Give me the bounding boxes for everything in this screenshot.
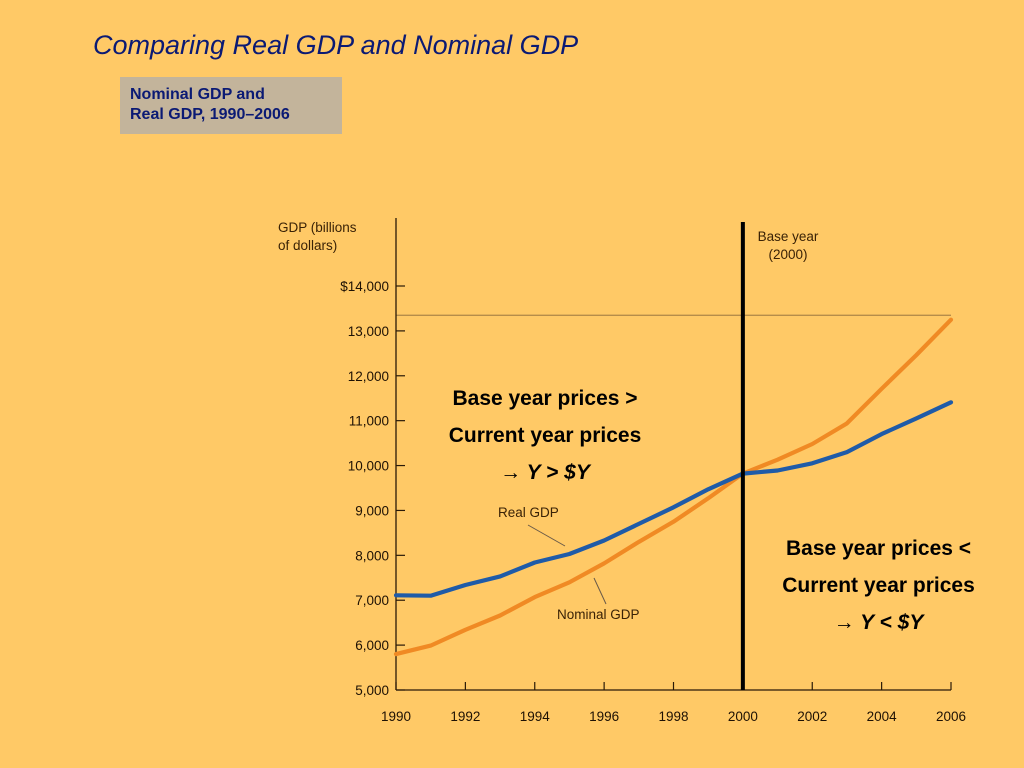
x-tick-label: 1992: [450, 709, 480, 724]
nominal-gdp-label: Nominal GDP: [557, 607, 640, 622]
y-axis-title-line-1: GDP (billions: [278, 220, 357, 235]
nominal-gdp-leader-line: [593, 577, 607, 605]
annotation-right-line-2: Current year prices: [782, 574, 975, 597]
base-year-label-line-1: Base year: [758, 229, 819, 244]
y-tick-label: 12,000: [348, 369, 389, 384]
x-tick-label: 2002: [797, 709, 827, 724]
annotation-right-line-1: Base year prices <: [785, 537, 972, 560]
nominal-gdp-line: [393, 317, 954, 657]
axes: 5,000 6,000 7,000 8,000 9,000 10,000 11,000 12,…: [340, 218, 966, 724]
chart-caption-box: Nominal GDP and Real GDP, 1990–2006: [120, 77, 342, 134]
caption-line-1: Nominal GDP and: [130, 86, 265, 103]
x-tick-label: 1998: [658, 709, 688, 724]
annotation-left-line-2: Current year prices: [448, 424, 642, 447]
x-tick-label: 2004: [867, 709, 898, 724]
real-gdp-line: [393, 400, 954, 598]
y-tick-label: 6,000: [355, 638, 389, 653]
x-tick-label: 1990: [381, 709, 411, 724]
y-tick-label: $14,000: [340, 279, 389, 294]
real-gdp-leader-line: [527, 524, 566, 547]
y-axis-title-line-2: of dollars): [278, 238, 337, 253]
x-tick-label: 1994: [520, 709, 551, 724]
y-tick-label: 11,000: [349, 414, 389, 429]
caption-line-2: Real GDP, 1990–2006: [130, 106, 290, 123]
y-tick-label: 5,000: [355, 683, 389, 698]
y-tick-label: 9,000: [355, 503, 389, 518]
annotation-right-line-3: → Y < $Y: [833, 611, 924, 634]
annotation-left-line-1: Base year prices >: [452, 387, 638, 410]
x-tick-label: 2006: [936, 709, 966, 724]
y-tick-label: 13,000: [348, 324, 389, 339]
y-tick-label: 8,000: [355, 548, 389, 563]
chart-labels: GDP (billions of dollars) Base year (2000) R…: [278, 220, 819, 622]
x-tick-label: 2000: [728, 709, 758, 724]
base-year-label-line-2: (2000): [768, 247, 807, 262]
y-tick-label: 7,000: [355, 593, 389, 608]
annotation-right: Base year prices < Current year prices →…: [756, 530, 1001, 641]
real-gdp-label: Real GDP: [498, 505, 559, 520]
series: [393, 222, 954, 690]
annotation-left: Base year prices > Current year prices →…: [430, 380, 660, 491]
slide-title: Comparing Real GDP and Nominal GDP: [93, 30, 579, 60]
y-tick-label: 10,000: [348, 459, 389, 474]
x-tick-label: 1996: [589, 709, 619, 724]
annotation-left-line-3: → Y > $Y: [500, 461, 590, 484]
